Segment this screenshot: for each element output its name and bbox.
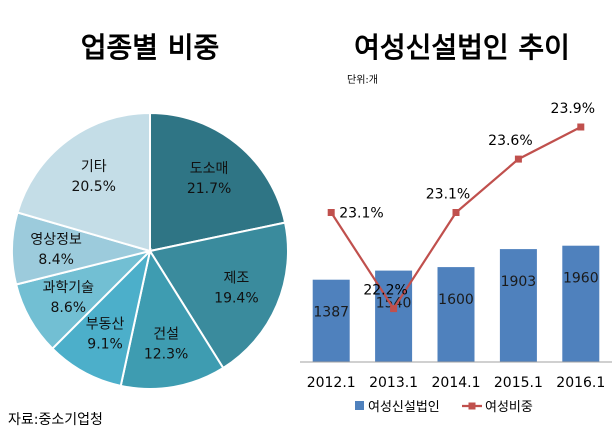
combo-title: 여성신설법인 추이	[354, 31, 570, 64]
bar-2012.1	[312, 279, 350, 362]
pie-label-value: 12.3%	[144, 346, 188, 362]
bar-value-label: 1540	[376, 296, 412, 312]
pie-label-value: 20.5%	[71, 179, 115, 195]
pie-slice-1	[149, 111, 287, 253]
line-point	[577, 123, 585, 131]
bar-value-label: 1387	[313, 305, 349, 321]
line-value-label: 23.1%	[426, 187, 470, 203]
pie-label-category: 건설	[153, 326, 179, 342]
pie-label-value: 21.7%	[187, 181, 231, 197]
legend-bar-label: 여성신설법인	[368, 400, 440, 415]
line-value-label: 22.2%	[363, 283, 407, 299]
bar-2014.1	[437, 267, 475, 362]
legend: 여성신설법인 여성비중	[355, 400, 533, 415]
line-value-label: 23.6%	[488, 133, 532, 149]
pie-slice-3	[119, 248, 225, 390]
line-point	[452, 209, 460, 216]
unit-label: 단위:개	[347, 73, 378, 86]
x-tick-label: 2014.1	[432, 375, 481, 391]
pie-label-category: 기타	[81, 159, 107, 175]
pie-label-category: 도소매	[190, 161, 229, 177]
pie-label-value: 8.4%	[38, 252, 74, 268]
source-note: 자료:중소기업청	[8, 412, 103, 428]
pie-label-value: 8.6%	[51, 300, 87, 316]
line-point	[390, 305, 398, 313]
legend-line-label: 여성비중	[485, 400, 533, 415]
pie-label-category: 과학기술	[43, 280, 95, 296]
line-point	[514, 155, 522, 163]
pie-slice-7	[16, 111, 151, 253]
pie-slice-2	[148, 221, 289, 370]
pie-title: 업종별 비중	[81, 31, 220, 64]
bar-value-label: 1600	[438, 292, 474, 308]
bar-value-label: 1903	[501, 274, 537, 290]
x-tick-label: 2013.1	[369, 375, 418, 391]
pie-slice-4	[51, 247, 152, 388]
pie-label-value: 19.4%	[214, 291, 258, 307]
line-point	[327, 209, 335, 216]
pie-label-category: 영상정보	[30, 232, 82, 248]
pie-label-category: 제조	[224, 271, 250, 287]
bar-2016.1	[562, 245, 600, 362]
bar-value-label: 1960	[563, 271, 599, 287]
x-tick-label: 2012.1	[307, 375, 356, 391]
legend-line-marker	[468, 402, 476, 410]
combo-chart: 1387 1540 1600 1903 1960 2012.1 2013.1 2014.1 20…	[300, 101, 612, 415]
line-value-label: 23.1%	[339, 206, 383, 222]
legend-bar-swatch	[355, 401, 364, 410]
pie-label-category: 부동산	[86, 316, 125, 332]
pie-label-value: 9.1%	[87, 336, 123, 352]
bar-2015.1	[499, 249, 537, 362]
pie-chart: 도소매 21.7% 제조 19.4% 건설 12.3% 부동산 9.1% 과학기술 8.6% 영상정…	[11, 111, 289, 390]
line-value-label: 23.9%	[551, 101, 595, 117]
x-tick-label: 2015.1	[494, 375, 543, 391]
x-tick-label: 2016.1	[556, 375, 605, 391]
bar-2013.1	[375, 270, 413, 362]
